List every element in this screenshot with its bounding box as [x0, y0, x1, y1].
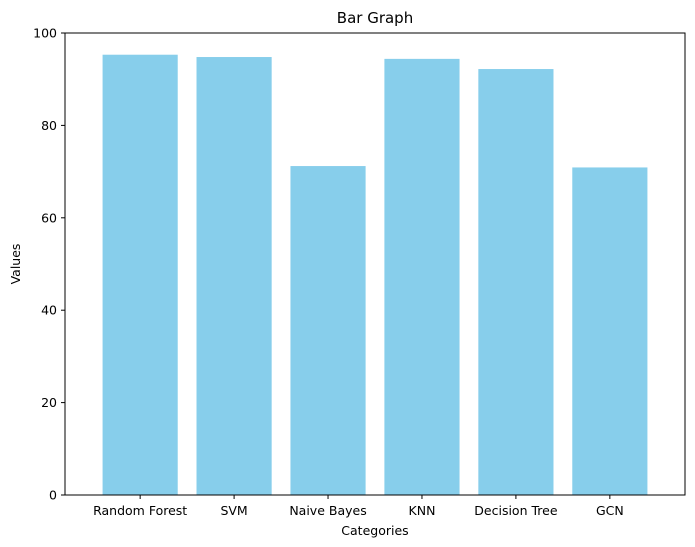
bar-decision-tree	[478, 69, 554, 495]
plot-frame	[64, 32, 686, 496]
bar-svm	[196, 57, 272, 496]
x-tick-label: SVM	[220, 503, 247, 518]
y-tick-label: 60	[41, 210, 57, 225]
chart-title: Bar Graph	[337, 9, 413, 27]
y-axis-title: Values	[8, 244, 23, 285]
bars-group	[102, 54, 648, 496]
y-tick-label: 100	[33, 26, 57, 41]
y-tick-label: 0	[49, 488, 57, 503]
y-tick-label: 20	[41, 395, 57, 410]
x-tick-label: Decision Tree	[474, 503, 558, 518]
x-tick-label: KNN	[409, 503, 436, 518]
x-tick-label: Naive Bayes	[289, 503, 366, 518]
bar-naive-bayes	[290, 166, 366, 495]
x-tick-label: GCN	[596, 503, 624, 518]
y-tick-label: 80	[41, 118, 57, 133]
y-axis-ticks: 0 20 40 60 80 100	[33, 26, 65, 503]
x-axis-ticks: Random Forest SVM Naive Bayes KNN Decision T…	[93, 495, 624, 518]
x-axis-title: Categories	[341, 523, 408, 538]
bar-gcn	[572, 167, 648, 495]
bar-knn	[384, 58, 460, 495]
bar-random-forest	[102, 54, 178, 496]
x-tick-label: Random Forest	[93, 503, 187, 518]
y-tick-label: 40	[41, 303, 57, 318]
